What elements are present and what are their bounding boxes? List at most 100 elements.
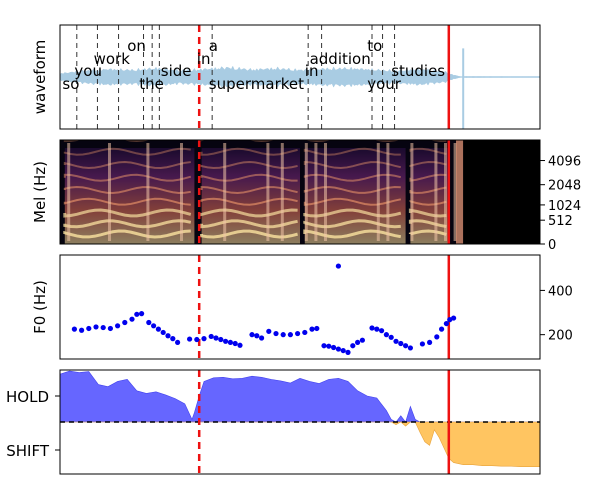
f0-point <box>350 343 356 349</box>
word-label: you <box>74 62 102 80</box>
f0-point <box>175 339 181 346</box>
f0-point <box>165 333 171 339</box>
f0-point <box>340 347 346 354</box>
f0-point <box>295 330 301 337</box>
f0-point <box>439 326 445 332</box>
word-label: on <box>127 37 146 55</box>
f0-point <box>314 325 320 332</box>
spectrogram-harmonic <box>200 185 298 194</box>
word-label: in <box>305 62 319 80</box>
f0-point <box>379 328 385 334</box>
spectrogram-harmonic <box>200 160 298 169</box>
f0-ylabel: F0 (Hz) <box>31 280 49 334</box>
word-label: your <box>367 75 402 93</box>
f0-point <box>359 337 365 343</box>
f0-point <box>122 319 128 326</box>
spectrogram-harmonic <box>429 140 447 142</box>
f0-point <box>213 335 219 341</box>
spectrogram-harmonic <box>63 197 191 206</box>
mel-ytick-label: 0 <box>548 238 556 253</box>
f0-point <box>201 336 207 342</box>
spectrogram-transient <box>386 143 390 241</box>
f0-point <box>280 332 286 338</box>
f0-point <box>287 332 293 338</box>
f0-point <box>302 329 308 336</box>
mel-ytick-label: 4096 <box>548 155 581 170</box>
f0-point <box>266 328 272 334</box>
mel-ytick-label: 512 <box>548 214 573 229</box>
f0-point <box>129 316 135 322</box>
spectrogram-harmonic <box>63 219 192 229</box>
word-label: to <box>367 37 382 55</box>
f0-point <box>146 319 152 326</box>
spectrogram-transient <box>146 143 150 241</box>
waveform-envelope <box>60 65 540 89</box>
spectrogram-transient <box>434 143 438 241</box>
f0-point <box>369 325 375 331</box>
f0-point <box>254 333 260 339</box>
f0-point <box>160 329 166 336</box>
f0-point <box>403 343 409 349</box>
spectrogram-transient <box>453 143 457 241</box>
hold-area <box>60 370 540 423</box>
f0-point <box>388 334 394 340</box>
f0-point <box>321 343 327 349</box>
spectrogram-edge <box>456 140 464 244</box>
f0-point <box>86 325 92 332</box>
spectrogram-harmonic <box>200 208 298 218</box>
f0-point <box>434 334 440 340</box>
f0-point <box>71 326 77 332</box>
shift-label: SHIFT <box>6 442 50 460</box>
spectrogram-harmonic <box>63 185 191 194</box>
f0-point <box>115 323 121 329</box>
f0-point <box>309 326 315 332</box>
f0-point <box>218 336 224 343</box>
f0-point <box>383 332 389 338</box>
spectrogram-harmonic <box>63 173 192 182</box>
mel-ytick-label: 1024 <box>548 199 581 214</box>
f0-point <box>451 315 457 321</box>
spectrogram-harmonic <box>63 208 192 218</box>
hold-label: HOLD <box>6 388 49 406</box>
mel-ytick-label: 2048 <box>548 179 581 194</box>
waveform-frame <box>59 24 541 130</box>
f0-point <box>355 339 361 346</box>
shift-area <box>60 421 540 468</box>
f0-point <box>100 324 106 331</box>
word-label: side <box>161 62 192 80</box>
f0-ytick-label: 200 <box>548 329 573 344</box>
f0-frame <box>59 254 541 360</box>
word-label: so <box>62 75 79 93</box>
spectrogram-transient <box>314 143 318 241</box>
f0-point <box>335 263 341 269</box>
waveform-panel: waveform soyouworkonthesideinasupermarke… <box>31 24 541 130</box>
word-label: studies <box>391 62 445 80</box>
f0-point <box>427 339 433 346</box>
spectrogram-transient <box>67 143 71 241</box>
spectrogram-transient <box>304 143 308 241</box>
word-label: the <box>139 75 164 93</box>
f0-point <box>331 344 337 351</box>
waveform-ylabel: waveform <box>31 40 49 115</box>
f0-point <box>227 339 233 346</box>
f0-point <box>194 336 200 343</box>
f0-point <box>232 340 238 347</box>
word-label: supermarket <box>209 75 304 93</box>
spectrogram-transient <box>223 143 227 241</box>
spectrogram-harmonic <box>200 197 298 206</box>
f0-point <box>249 332 255 338</box>
mel-frame <box>59 139 541 245</box>
f0-point <box>223 338 229 344</box>
f0-point <box>259 335 265 341</box>
spectrogram-harmonic <box>63 161 191 169</box>
f0-point <box>139 311 145 317</box>
f0-point <box>155 326 161 332</box>
spectrogram-transient <box>444 143 447 241</box>
f0-point <box>326 343 332 349</box>
f0-point <box>374 326 380 332</box>
spectrogram-silence <box>463 140 540 244</box>
spectrogram-harmonic <box>63 229 191 239</box>
spectrogram-harmonic <box>200 219 298 229</box>
